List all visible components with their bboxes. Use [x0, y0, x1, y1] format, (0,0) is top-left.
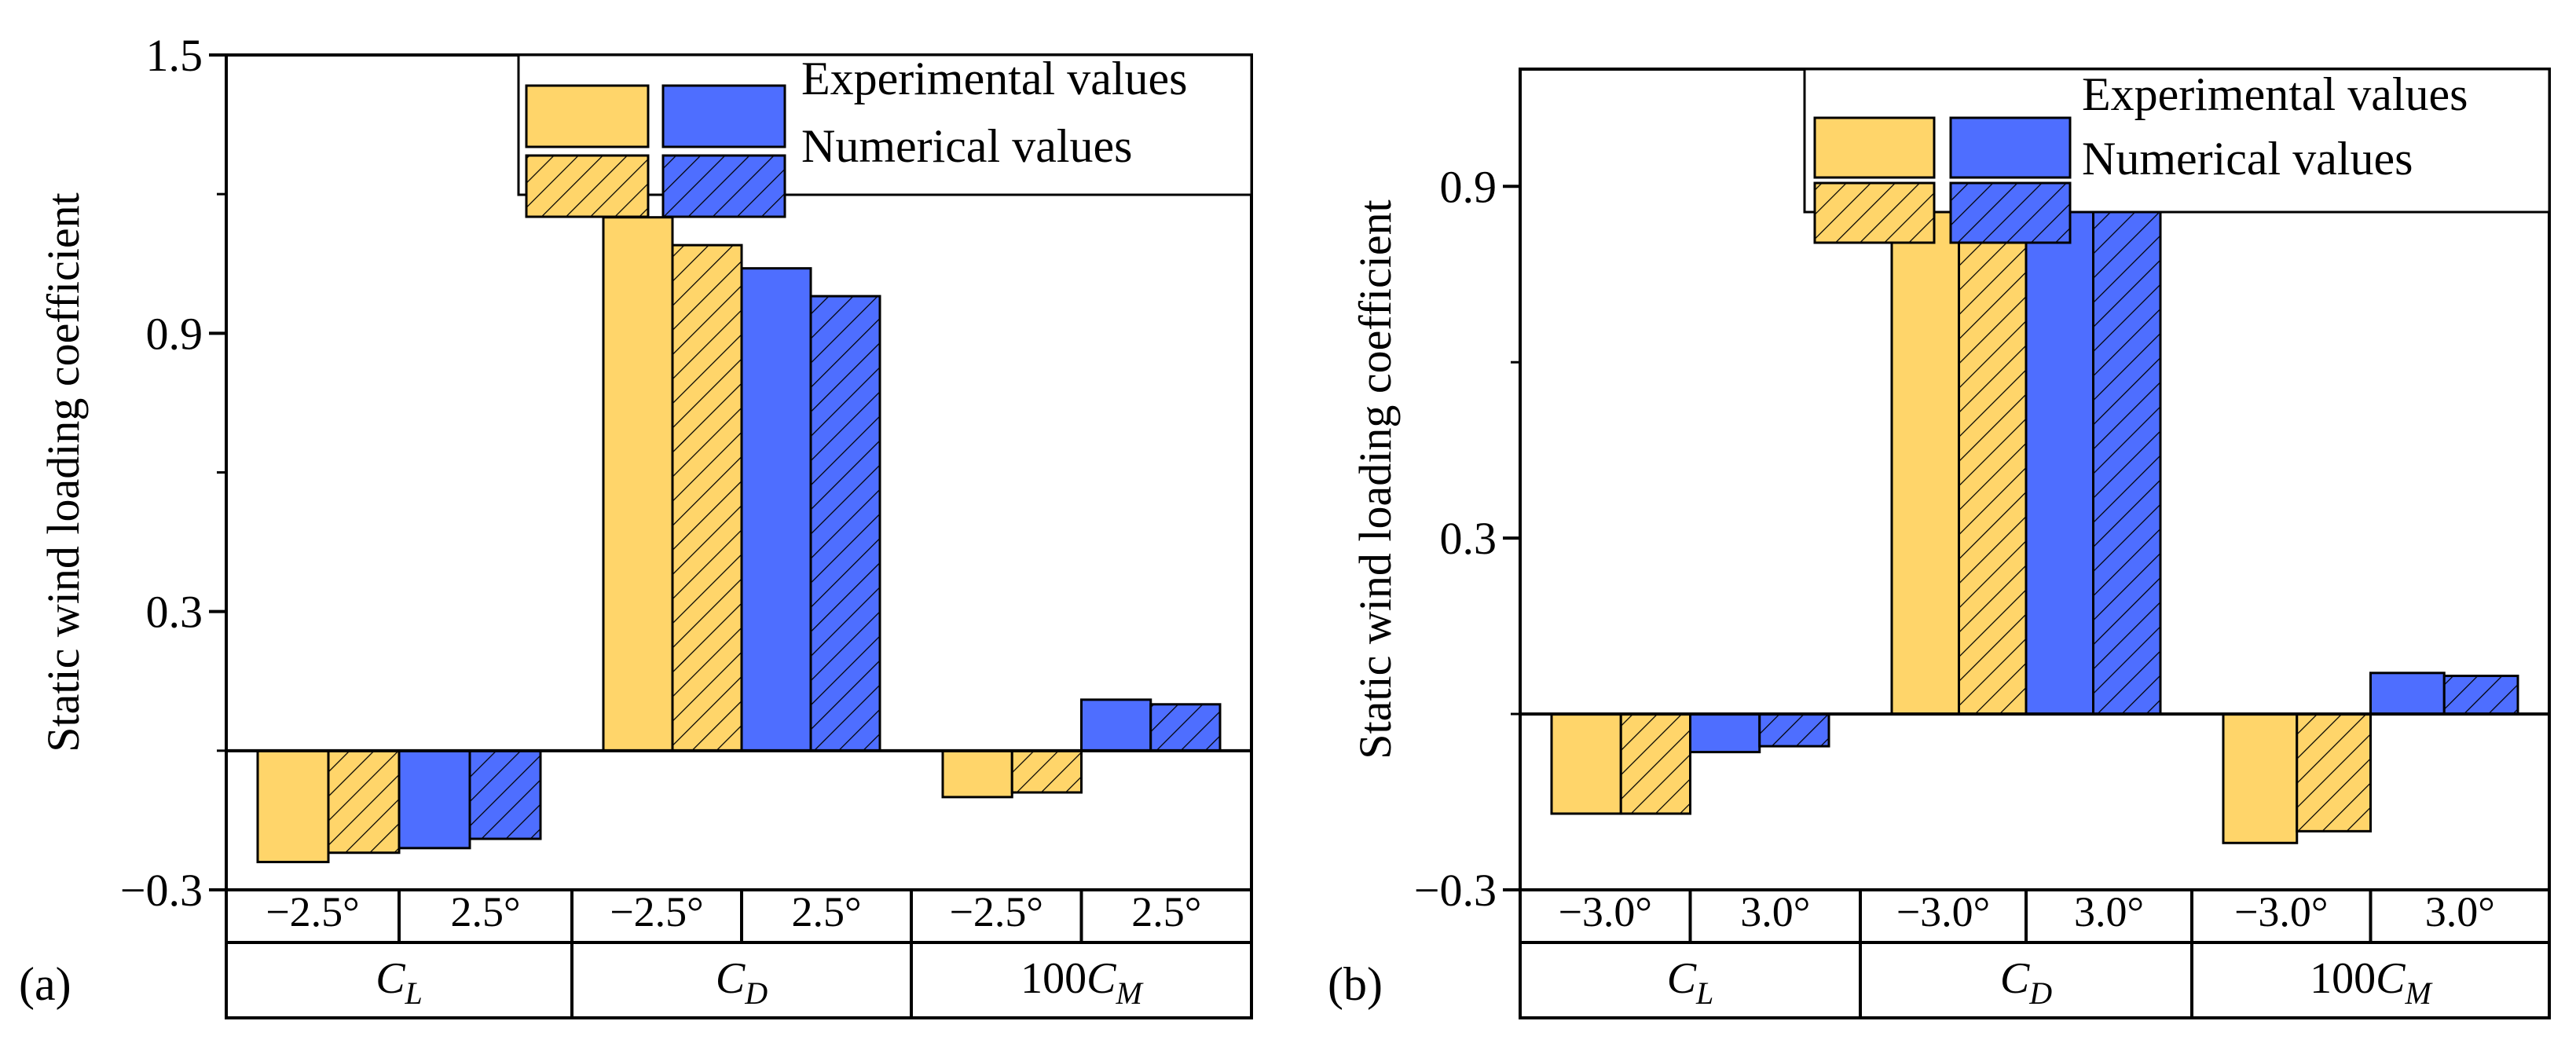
- experimental-bar-3-a1: [941, 749, 1013, 799]
- experimental-bar-3-a2: [1080, 698, 1152, 752]
- panel-a: −0.30.30.91.5−2.5° 2.5°CL−2.5° 2.5°CD−2.5°…: [19, 30, 1253, 1019]
- numerical-bar-1-a2: [1758, 712, 1830, 748]
- experimental-bar-1-a2: [398, 749, 471, 850]
- group-label: 100CM: [2310, 954, 2433, 1011]
- experimental-bar-1-a2: [1689, 712, 1761, 754]
- legend-swatch-numerical-yellow: [1813, 181, 1936, 244]
- group-main: C: [1086, 954, 1116, 1003]
- y-axis-label: Static wind loading coefficient: [1350, 199, 1401, 759]
- panel-label: (b): [1328, 958, 1383, 1010]
- numerical-bar-2-a1: [671, 243, 743, 752]
- group-label: CL: [1667, 954, 1714, 1011]
- angle-label: 2.5°: [791, 888, 861, 935]
- angle-label: −3.0°: [2234, 888, 2329, 935]
- experimental-bar-2-a1: [1890, 164, 1960, 715]
- y-tick-label: 0.3: [146, 587, 203, 638]
- group-prefix: 100: [2310, 954, 2376, 1003]
- legend-swatch-numerical-blue: [661, 154, 786, 218]
- y-tick-label: −0.3: [1414, 865, 1497, 916]
- legend-swatch-experimental-blue: [1949, 116, 2072, 179]
- group-subscript: D: [2028, 975, 2052, 1011]
- legend-label-numerical: Numerical values: [2082, 133, 2413, 185]
- experimental-bar-2-a2: [2025, 167, 2094, 715]
- legend-label-numerical: Numerical values: [801, 120, 1133, 172]
- panel-b: −0.30.30.9−3.0° 3.0°CL−3.0° 3.0°CD−3.0° 3.0…: [1328, 68, 2551, 1019]
- legend-swatch-numerical-yellow: [525, 154, 650, 218]
- angle-label: 3.0°: [1740, 888, 1810, 935]
- group-label: CD: [2000, 954, 2052, 1011]
- numerical-bar-3-a2: [1149, 703, 1222, 752]
- angle-label: −3.0°: [1558, 888, 1652, 935]
- experimental-bar-1-a1: [256, 749, 330, 864]
- y-tick-label: 0.9: [1440, 161, 1497, 212]
- numerical-bar-1-a1: [1619, 712, 1691, 815]
- y-tick-label: 1.5: [146, 30, 203, 81]
- numerical-bar-3-a2: [2442, 675, 2519, 715]
- numerical-bar-1-a1: [327, 749, 401, 855]
- experimental-bar-3-a2: [2369, 672, 2446, 715]
- numerical-bar-3-a1: [2296, 712, 2372, 833]
- numerical-bar-2-a2: [2092, 173, 2162, 715]
- group-label: CD: [716, 954, 768, 1011]
- angle-label: −2.5°: [949, 888, 1043, 935]
- experimental-bar-2-a2: [740, 267, 812, 752]
- legend-swatch-numerical-blue: [1949, 181, 2072, 244]
- legend-swatch-experimental-yellow: [525, 84, 650, 148]
- y-tick-label: −0.3: [120, 865, 203, 916]
- group-subscript: D: [744, 975, 768, 1011]
- legend-label-experimental: Experimental values: [801, 53, 1187, 104]
- group-main: C: [716, 954, 746, 1003]
- angle-label: −2.5°: [266, 888, 360, 935]
- experimental-bar-3-a1: [2222, 712, 2299, 844]
- legend-swatch-experimental-yellow: [1813, 116, 1936, 179]
- group-subscript: M: [2405, 975, 2434, 1011]
- group-subscript: L: [1695, 975, 1713, 1011]
- legend-label-experimental: Experimental values: [2082, 68, 2468, 120]
- experimental-bar-1-a1: [1550, 712, 1622, 815]
- panel-label: (a): [19, 958, 71, 1010]
- experimental-bar-2-a1: [602, 216, 674, 752]
- numerical-bar-2-a1: [1958, 188, 2028, 715]
- angle-label: 3.0°: [2425, 888, 2495, 935]
- numerical-bar-2-a2: [809, 295, 881, 752]
- angle-label: 3.0°: [2074, 888, 2144, 935]
- angle-label: 2.5°: [1131, 888, 1201, 935]
- group-label: 100CM: [1021, 954, 1144, 1011]
- angle-label: 2.5°: [450, 888, 520, 935]
- group-main: C: [1667, 954, 1697, 1003]
- group-subscript: L: [405, 975, 423, 1011]
- group-main: C: [376, 954, 405, 1003]
- y-tick-label: 0.9: [146, 308, 203, 359]
- legend-swatch-experimental-blue: [661, 84, 786, 148]
- numerical-bar-1-a2: [468, 749, 542, 840]
- group-main: C: [2000, 954, 2030, 1003]
- numerical-bar-3-a1: [1010, 749, 1083, 794]
- y-tick-label: 0.3: [1440, 513, 1497, 564]
- group-prefix: 100: [1021, 954, 1086, 1003]
- group-label: CL: [376, 954, 423, 1011]
- group-subscript: M: [1116, 975, 1145, 1011]
- angle-label: −2.5°: [610, 888, 704, 935]
- angle-label: −3.0°: [1896, 888, 1991, 935]
- group-main: C: [2376, 954, 2406, 1003]
- y-axis-label: Static wind loading coefficient: [38, 192, 89, 752]
